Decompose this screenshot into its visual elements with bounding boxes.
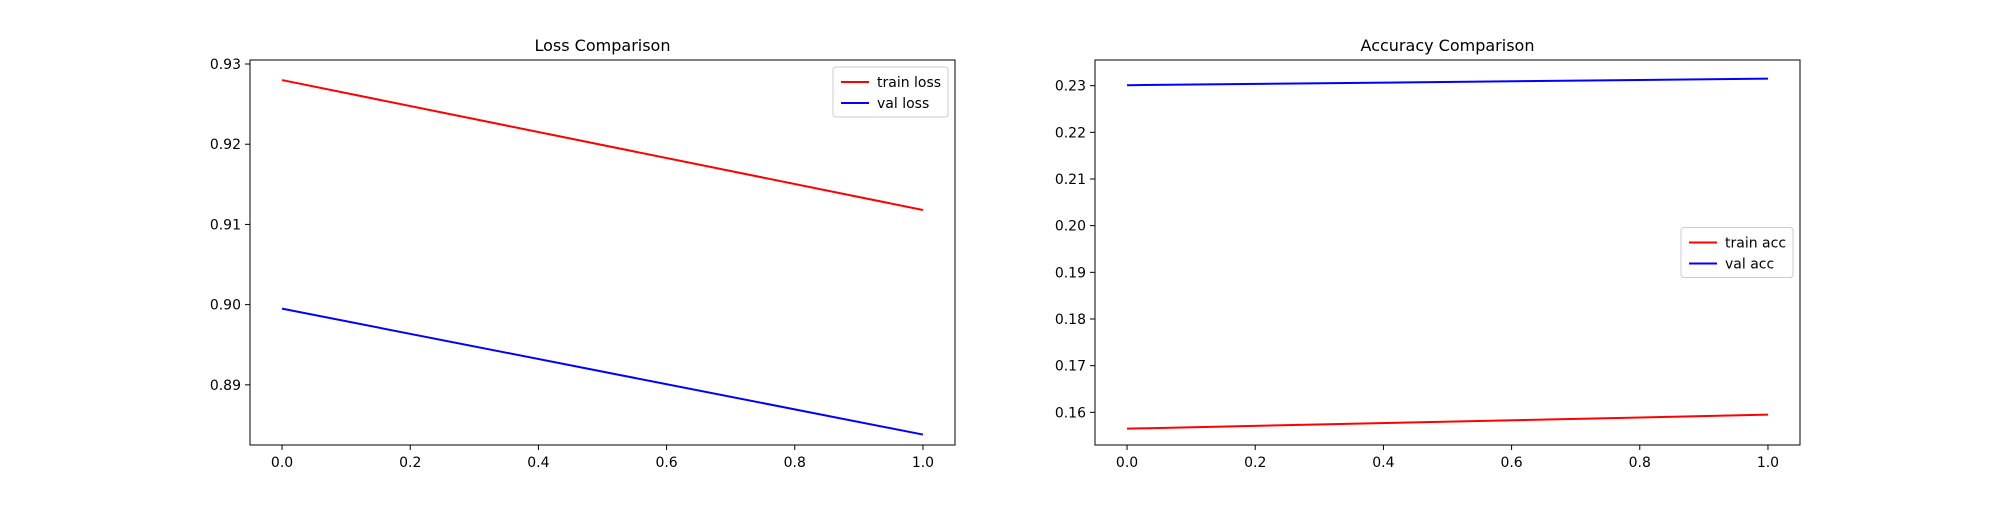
- y-tick-label: 0.22: [1055, 125, 1086, 141]
- x-tick-label: 0.6: [1500, 455, 1522, 471]
- axes-frame: [249, 59, 956, 446]
- series-line-train-acc: [1127, 413, 1768, 430]
- legend-box: [1680, 227, 1794, 278]
- x-tick-label: 1.0: [912, 455, 934, 471]
- x-tick-label: 0.6: [655, 455, 677, 471]
- x-tick-label: 0.0: [271, 455, 293, 471]
- y-tick-label: 0.17: [1055, 359, 1086, 375]
- series-line-val-loss: [281, 307, 924, 436]
- series-line-train-loss: [281, 79, 924, 211]
- y-tick-label: 0.20: [1055, 219, 1086, 235]
- chart-panel-2: Accuracy Comparison 0.0 0.2 0.4 0.6 0.8 1.0 0.1…: [1055, 36, 1801, 471]
- x-tick-label: 0.8: [1629, 455, 1651, 471]
- y-tick-label: 0.16: [1055, 405, 1086, 421]
- x-tick-label: 0.4: [1372, 455, 1394, 471]
- x-tick-label: 0.4: [527, 455, 549, 471]
- x-tick-label: 0.0: [1116, 455, 1138, 471]
- y-tick-label: 0.18: [1055, 312, 1086, 328]
- legend: train acc val acc: [1680, 227, 1794, 278]
- chart-title: Accuracy Comparison: [1361, 36, 1535, 55]
- y-tick-label: 0.89: [210, 378, 241, 394]
- chart-title: Loss Comparison: [535, 36, 671, 55]
- x-tick-label: 1.0: [1757, 455, 1779, 471]
- chart-panel-1: Loss Comparison 0.0 0.2 0.4 0.6 0.8 1.0 0.89 0.9…: [210, 36, 956, 471]
- axes-frame: [1094, 59, 1801, 446]
- x-tick-label: 0.2: [399, 455, 421, 471]
- legend-label: val loss: [877, 96, 929, 112]
- legend-box: [832, 66, 949, 118]
- legend-label: val acc: [1725, 257, 1774, 273]
- legend-label: train acc: [1725, 236, 1786, 252]
- y-tick-label: 0.93: [210, 57, 241, 73]
- legend: train loss val loss: [832, 66, 949, 118]
- y-tick-label: 0.91: [210, 217, 241, 233]
- y-tick-label: 0.90: [210, 298, 241, 314]
- x-tick-label: 0.8: [784, 455, 806, 471]
- y-tick-label: 0.92: [210, 137, 241, 153]
- series-line-val-acc: [1127, 77, 1768, 87]
- x-tick-label: 0.2: [1244, 455, 1266, 471]
- y-tick-label: 0.19: [1055, 265, 1086, 281]
- y-tick-label: 0.23: [1055, 79, 1086, 95]
- legend-label: train loss: [877, 75, 941, 91]
- y-tick-label: 0.21: [1055, 172, 1086, 188]
